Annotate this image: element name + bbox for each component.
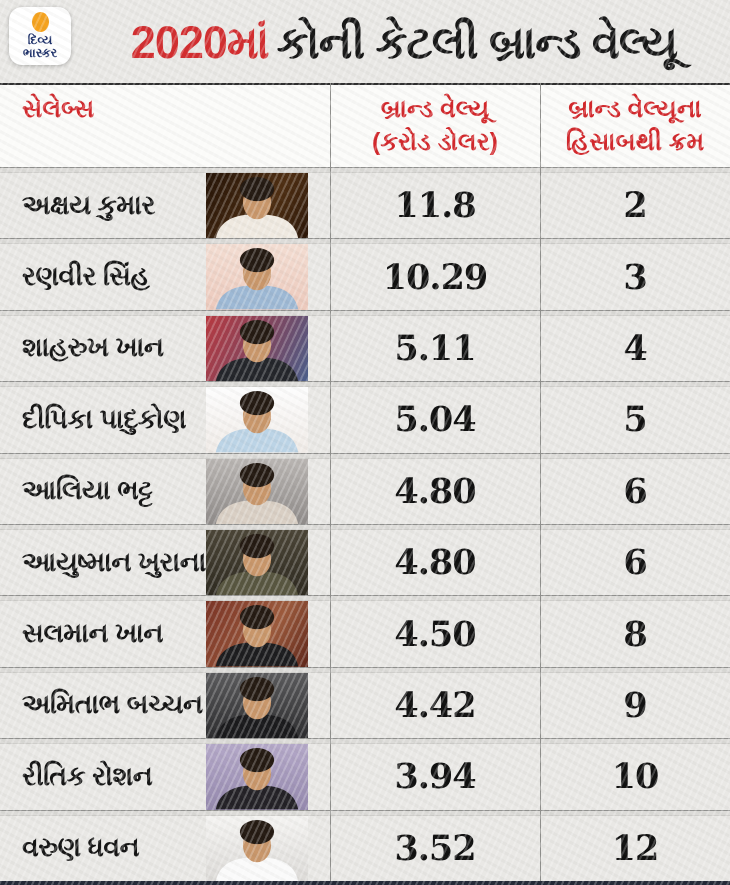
celebrity-photo	[206, 672, 308, 739]
table-row: આલિયા ભટ્ટ 4.80 6	[0, 452, 730, 524]
brand-value: 11.8	[394, 185, 476, 227]
row-divider	[0, 738, 730, 745]
brand-value: 4.42	[394, 684, 476, 726]
celebrity-name: અક્ષય કુમાર	[22, 189, 155, 220]
celebrity-photo	[206, 173, 308, 239]
table-row: દીપિકા પાદુકોણ 5.04 5	[0, 381, 730, 453]
brand-value: 5.04	[394, 399, 476, 441]
celebrity-name: અમિતાભ બચ્ચન	[22, 689, 203, 720]
celebrity-photo	[206, 387, 308, 453]
person-silhouette-icon	[215, 819, 299, 881]
table-row: રણવીર સિંહ 10.29 3	[0, 238, 730, 310]
rank-value: 6	[623, 542, 647, 584]
column-header-rank-line1: બ્રાન્ડ વેલ્યૂના	[568, 95, 702, 123]
table-row: વરુણ ધવન 3.52 12	[0, 809, 730, 881]
column-header-brand-value-line1: બ્રાન્ડ વેલ્યૂ	[380, 95, 490, 123]
brand-value: 5.11	[394, 327, 476, 369]
rank-value: 6	[623, 470, 647, 512]
table-row: અમિતાભ બચ્ચન 4.42 9	[0, 666, 730, 739]
celebrity-photo	[206, 601, 308, 667]
rank-value: 12	[611, 827, 660, 869]
table-row: આયુષ્માન ખુરાના 4.80 6	[0, 523, 730, 596]
row-divider	[0, 238, 730, 245]
logo-text-line1: દિવ્ય	[27, 33, 53, 47]
celebrity-name: સલમાન ખાન	[22, 618, 164, 649]
table-row: સલમાન ખાન 4.50 8	[0, 595, 730, 667]
page-title: 2020માં કોની કેટલી બ્રાન્ડ વેલ્યૂ	[0, 0, 730, 83]
person-silhouette-icon	[215, 533, 299, 596]
rank-value: 2	[623, 185, 647, 227]
celebrity-photo	[206, 458, 308, 524]
rank-value: 9	[623, 684, 647, 726]
column-header-rank-line2: હિસાબથી ક્રમ	[565, 128, 705, 156]
row-divider	[0, 309, 730, 316]
celebrity-photo	[206, 744, 308, 810]
column-header-brand-value: બ્રાન્ડ વેલ્યૂ (કરોડ ડોલર)	[330, 85, 540, 167]
celebrity-name: રણવીર સિંહ	[22, 261, 150, 292]
rank-value: 10	[611, 756, 660, 798]
brand-value: 4.80	[394, 470, 476, 512]
celebrity-name: આયુષ્માન ખુરાના	[22, 546, 206, 577]
column-divider-2	[540, 83, 541, 881]
person-silhouette-icon	[215, 177, 299, 239]
celebrity-name: શાહરુખ ખાન	[22, 332, 164, 363]
person-silhouette-icon	[215, 248, 299, 310]
celebrity-photo	[206, 244, 308, 310]
column-header-rank: બ્રાન્ડ વેલ્યૂના હિસાબથી ક્રમ	[540, 85, 730, 167]
bottom-accent-bar	[0, 881, 730, 885]
logo-sun-icon	[31, 12, 49, 32]
brand-value: 10.29	[382, 256, 489, 298]
person-silhouette-icon	[215, 462, 299, 524]
person-silhouette-icon	[215, 748, 299, 810]
brand-value: 4.50	[394, 613, 476, 655]
row-divider	[0, 167, 730, 173]
rank-value: 5	[623, 399, 647, 441]
table-row: શાહરુખ ખાન 5.11 4	[0, 309, 730, 382]
title-year-highlight: 2020માં	[130, 17, 270, 68]
row-divider	[0, 523, 730, 530]
row-divider	[0, 381, 730, 388]
person-silhouette-icon	[215, 391, 299, 453]
rank-value: 8	[623, 613, 647, 655]
row-divider	[0, 595, 730, 602]
person-silhouette-icon	[215, 319, 299, 382]
header: દિવ્ય ભાસ્કર 2020માં કોની કેટલી બ્રાન્ડ વ…	[0, 0, 730, 83]
person-silhouette-icon	[215, 605, 299, 667]
brand-value-table: સેલેબ્સ બ્રાન્ડ વેલ્યૂ (કરોડ ડોલર) બ્રાન…	[0, 83, 730, 881]
rank-value: 3	[623, 256, 647, 298]
celebrity-name: વરુણ ધવન	[22, 832, 140, 863]
row-divider	[0, 809, 730, 816]
rank-value: 4	[623, 327, 647, 369]
row-divider	[0, 452, 730, 459]
table-header-row: સેલેબ્સ બ્રાન્ડ વેલ્યૂ (કરોડ ડોલર) બ્રાન…	[0, 83, 730, 167]
logo-text-line2: ભાસ્કર	[22, 46, 58, 60]
celebrity-photo	[206, 815, 308, 881]
table-row: અક્ષય કુમાર 11.8 2	[0, 167, 730, 239]
celebrity-name: દીપિકા પાદુકોણ	[22, 403, 187, 434]
divya-bhaskar-logo: દિવ્ય ભાસ્કર	[9, 7, 71, 65]
title-rest: કોની કેટલી બ્રાન્ડ વેલ્યૂ	[276, 17, 678, 68]
person-silhouette-icon	[215, 676, 299, 739]
brand-value: 3.52	[394, 827, 476, 869]
table-row: રીતિક રોશન 3.94 10	[0, 738, 730, 810]
column-header-brand-value-line2: (કરોડ ડોલર)	[372, 128, 498, 156]
brand-value: 4.80	[394, 542, 476, 584]
brand-value: 3.94	[394, 756, 476, 798]
row-divider	[0, 666, 730, 673]
celebrity-name: આલિયા ભટ્ટ	[22, 475, 153, 506]
celebrity-name: રીતિક રોશન	[22, 760, 153, 791]
column-divider-1	[330, 83, 331, 881]
column-header-celebs: સેલેબ્સ	[22, 95, 95, 123]
celebrity-photo	[206, 315, 308, 382]
celebrity-photo	[206, 529, 308, 596]
